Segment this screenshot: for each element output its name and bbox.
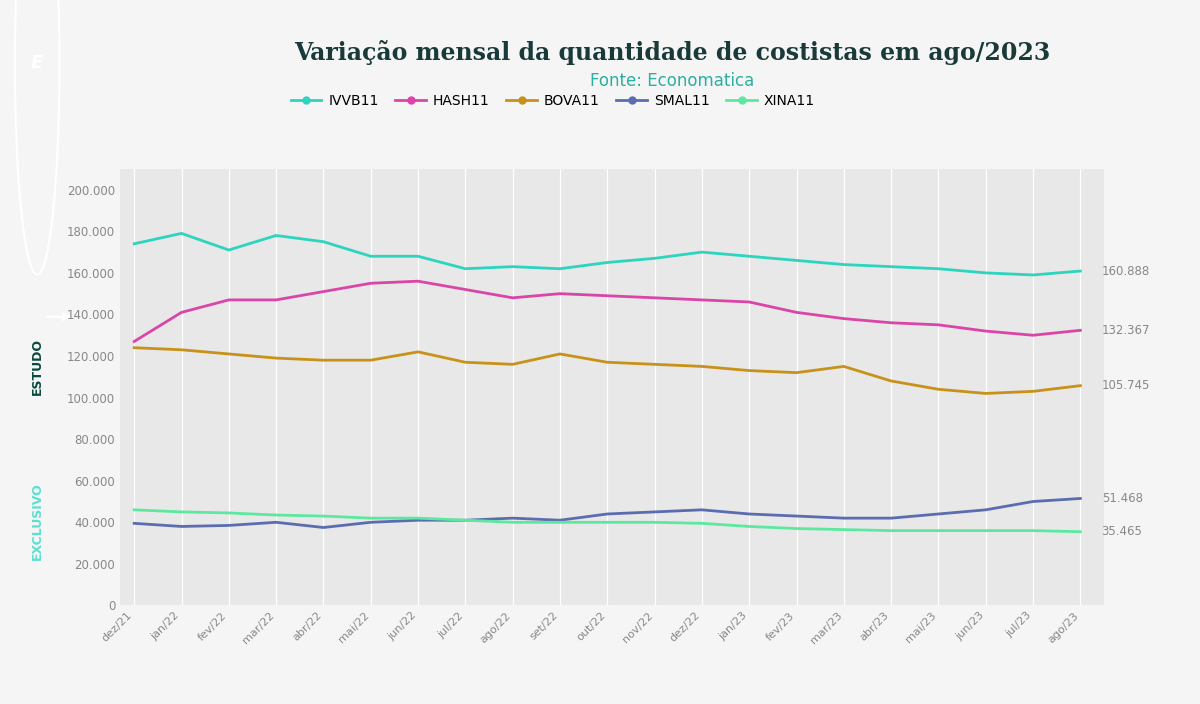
Text: EXCLUSIVO: EXCLUSIVO (31, 482, 43, 560)
Text: 51.468: 51.468 (1102, 492, 1142, 505)
Text: 160.888: 160.888 (1102, 265, 1150, 277)
Text: Fonte: Economatica: Fonte: Economatica (590, 72, 754, 90)
Text: ESTUDO: ESTUDO (31, 338, 43, 394)
Text: E: E (31, 54, 43, 73)
Text: 105.745: 105.745 (1102, 379, 1150, 392)
Text: 132.367: 132.367 (1102, 324, 1150, 337)
Text: Variação mensal da quantidade de costistas em ago/2023: Variação mensal da quantidade de costist… (294, 40, 1050, 65)
Text: 35.465: 35.465 (1102, 525, 1142, 539)
Legend: IVVB11, HASH11, BOVA11, SMAL11, XINA11: IVVB11, HASH11, BOVA11, SMAL11, XINA11 (286, 89, 821, 114)
